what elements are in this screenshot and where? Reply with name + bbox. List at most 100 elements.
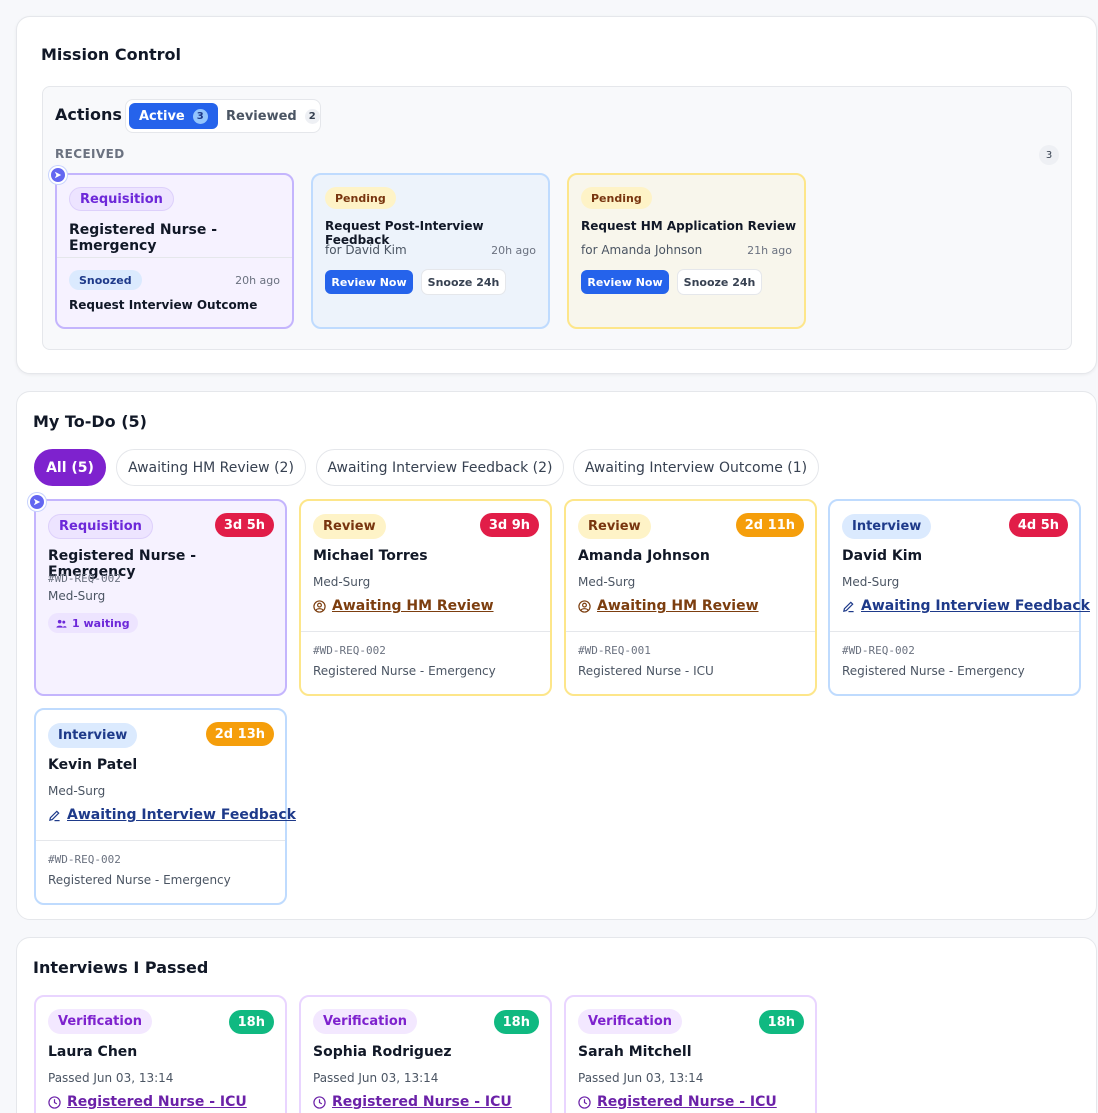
passed-date: Passed Jun 03, 13:14 <box>578 1071 704 1085</box>
department: Med-Surg <box>48 784 106 798</box>
edit-icon <box>49 809 60 821</box>
tab-reviewed-label: Reviewed <box>226 108 297 124</box>
card-title: Registered Nurse - Emergency <box>48 548 197 580</box>
action-card-title: Request HM Application Review <box>581 219 797 233</box>
requisition-link[interactable]: Registered Nurse - ICU <box>48 1094 247 1110</box>
requisition-link[interactable]: Registered Nurse - ICU <box>578 1094 777 1110</box>
role: Registered Nurse - Emergency <box>313 664 496 678</box>
divider <box>830 631 1079 632</box>
department: Med-Surg <box>842 575 900 589</box>
role: Registered Nurse - ICU <box>578 664 714 678</box>
user-circle-icon <box>578 599 591 613</box>
todo-title: My To-Do (5) <box>33 412 147 431</box>
interviews-passed-panel: Interviews I Passed Verification 18h Lau… <box>16 937 1097 1113</box>
req-id: #WD-REQ-002 <box>313 644 386 657</box>
department: Med-Surg <box>48 589 106 603</box>
filter-all[interactable]: All (5) <box>34 449 106 486</box>
review-tag: Review <box>578 514 651 539</box>
candidate-name: Michael Torres <box>313 548 428 564</box>
awaiting-hm-review-link[interactable]: Awaiting HM Review <box>578 598 759 614</box>
requisition-tag: Requisition <box>48 514 153 539</box>
passed-date: Passed Jun 03, 13:14 <box>313 1071 439 1085</box>
verification-tag: Verification <box>48 1009 153 1034</box>
tab-active-label: Active <box>139 108 185 124</box>
timer-badge: 4d 5h <box>1008 513 1068 537</box>
requisition-link[interactable]: Registered Nurse - ICU <box>313 1094 512 1110</box>
filter-awaiting-interview-feedback[interactable]: Awaiting Interview Feedback (2) <box>316 449 564 486</box>
timer-badge: 18h <box>758 1010 804 1034</box>
role: Registered Nurse - Emergency <box>48 873 231 887</box>
review-now-button[interactable]: Review Now <box>325 270 413 294</box>
received-label: RECEIVED <box>55 147 125 161</box>
filter-awaiting-interview-outcome[interactable]: Awaiting Interview Outcome (1) <box>573 449 819 486</box>
timer-badge: 18h <box>493 1010 539 1034</box>
candidate-name: Sarah Mitchell <box>578 1044 692 1060</box>
clock-icon <box>313 1095 326 1109</box>
requisition-tag: Requisition <box>69 187 174 211</box>
todo-card-kevin-patel[interactable]: Interview 2d 13h Kevin Patel Med-Surg Aw… <box>34 708 296 905</box>
mission-control-panel: Mission Control Actions Active 3 Reviewe… <box>16 16 1097 374</box>
waiting-badge: 1 waiting <box>48 613 138 633</box>
play-icon <box>49 166 67 184</box>
awaiting-interview-feedback-link[interactable]: Awaiting Interview Feedback <box>48 807 296 823</box>
action-for: for Amanda Johnson <box>581 243 703 257</box>
divider <box>36 840 285 841</box>
req-id: #WD-REQ-002 <box>48 853 121 866</box>
passed-card-sarah-mitchell[interactable]: Verification 18h Sarah Mitchell Passed J… <box>564 995 817 1113</box>
candidate-name: David Kim <box>842 548 923 564</box>
action-time: 20h ago <box>235 274 280 287</box>
req-id: #WD-REQ-002 <box>842 644 915 657</box>
play-icon <box>28 493 46 511</box>
link-label: Awaiting HM Review <box>597 598 759 614</box>
todo-card-amanda-johnson[interactable]: Review 2d 11h Amanda Johnson Med-Surg Aw… <box>564 499 817 696</box>
interview-tag: Interview <box>48 723 138 748</box>
todo-card-david-kim[interactable]: Interview 4d 5h David Kim Med-Surg Await… <box>828 499 1090 696</box>
passed-card-sophia-rodriguez[interactable]: Verification 18h Sophia Rodriguez Passed… <box>299 995 552 1113</box>
link-label: Registered Nurse - ICU <box>332 1094 512 1110</box>
candidate-name: Sophia Rodriguez <box>313 1044 452 1060</box>
timer-badge: 3d 5h <box>214 513 274 537</box>
department: Med-Surg <box>578 575 636 589</box>
link-label: Registered Nurse - ICU <box>597 1094 777 1110</box>
review-now-button[interactable]: Review Now <box>581 270 669 294</box>
snooze-button[interactable]: Snooze 24h <box>421 269 506 295</box>
pending-badge: Pending <box>325 187 396 209</box>
candidate-name: Kevin Patel <box>48 757 138 773</box>
interviews-passed-title: Interviews I Passed <box>33 958 209 977</box>
todo-card-requisition[interactable]: Requisition 3d 5h Registered Nurse - Eme… <box>34 499 287 696</box>
edit-icon <box>843 600 854 612</box>
tab-active[interactable]: Active 3 <box>129 103 218 129</box>
awaiting-interview-feedback-link[interactable]: Awaiting Interview Feedback <box>842 598 1090 614</box>
timer-badge: 2d 13h <box>205 722 274 746</box>
timer-badge: 3d 9h <box>479 513 539 537</box>
clock-icon <box>578 1095 591 1109</box>
filter-awaiting-hm-review[interactable]: Awaiting HM Review (2) <box>116 449 306 486</box>
verification-tag: Verification <box>313 1009 418 1034</box>
link-label: Awaiting Interview Feedback <box>67 807 296 823</box>
action-time: 20h ago <box>491 244 536 257</box>
action-task: Request Interview Outcome <box>69 298 258 312</box>
candidate-name: Laura Chen <box>48 1044 138 1060</box>
action-for: for David Kim <box>325 243 407 257</box>
verification-tag: Verification <box>578 1009 683 1034</box>
action-card-requisition[interactable]: Requisition Registered Nurse - Emergency… <box>55 173 294 329</box>
department: Med-Surg <box>313 575 371 589</box>
passed-card-laura-chen[interactable]: Verification 18h Laura Chen Passed Jun 0… <box>34 995 287 1113</box>
todo-card-michael-torres[interactable]: Review 3d 9h Michael Torres Med-Surg Awa… <box>299 499 552 696</box>
divider <box>301 631 550 632</box>
review-tag: Review <box>313 514 386 539</box>
actions-segmented-control: Active 3 Reviewed 2 <box>125 99 321 133</box>
interview-tag: Interview <box>842 514 932 539</box>
awaiting-hm-review-link[interactable]: Awaiting HM Review <box>313 598 494 614</box>
actions-title: Actions <box>55 105 122 124</box>
tab-reviewed[interactable]: Reviewed 2 <box>216 103 330 129</box>
tab-reviewed-count: 2 <box>304 108 320 124</box>
timer-badge: 18h <box>228 1010 274 1034</box>
snooze-button[interactable]: Snooze 24h <box>677 269 762 295</box>
user-circle-icon <box>313 599 326 613</box>
people-icon <box>56 619 67 628</box>
tab-active-count: 3 <box>192 108 208 124</box>
link-label: Awaiting Interview Feedback <box>861 598 1090 614</box>
req-id: #WD-REQ-001 <box>578 644 651 657</box>
actions-box: Actions Active 3 Reviewed 2 RECEIVED 3 R… <box>42 86 1072 350</box>
